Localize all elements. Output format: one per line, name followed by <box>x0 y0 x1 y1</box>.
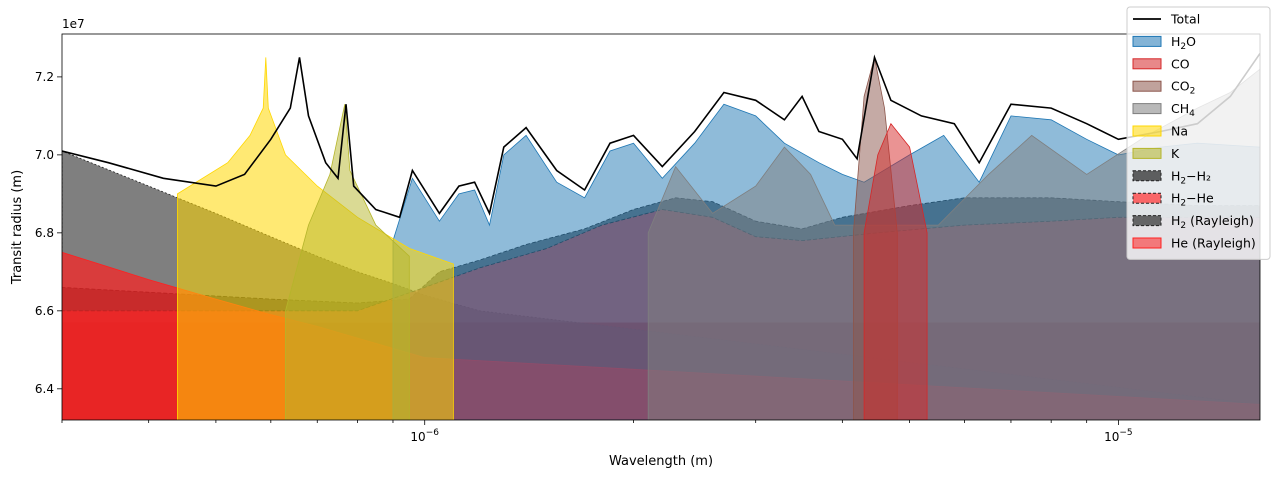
legend-label-co2: CO2 <box>1171 79 1195 97</box>
y-tick-label: 6.4 <box>35 382 54 396</box>
legend: Total H2O CO CO2 CH4 Na K H2−H₂ H2−He H2 (Rayleig… <box>1126 6 1271 260</box>
legend-swatch-h2he <box>1132 192 1162 204</box>
k-area <box>285 104 410 420</box>
legend-swatch-na <box>1132 125 1162 137</box>
total-line <box>62 53 1260 219</box>
y-axis-ticks: 6.4 6.6 6.8 7.0 7.2 <box>35 70 62 396</box>
x-tick-label: 10−6 <box>410 428 439 444</box>
legend-swatch-ch4 <box>1132 103 1162 115</box>
x-tick-label: 10−5 <box>1104 428 1133 444</box>
legend-swatch-h2h2 <box>1132 170 1162 182</box>
legend-label-h2o: H2O <box>1171 34 1196 52</box>
legend-swatch-co2 <box>1132 80 1162 92</box>
legend-label-na: Na <box>1171 124 1188 139</box>
legend-swatch-heray <box>1132 237 1162 249</box>
legend-label-co: CO <box>1171 56 1190 71</box>
y-tick-label: 7.2 <box>35 70 54 84</box>
legend-label-k: K <box>1171 146 1180 161</box>
legend-label-ch4: CH4 <box>1171 101 1195 119</box>
legend-label-heray: He (Rayleigh) <box>1171 236 1256 251</box>
legend-box <box>1126 6 1271 260</box>
legend-swatch-h2o <box>1132 35 1162 47</box>
legend-label-total: Total <box>1170 12 1200 27</box>
y-axis-label: Transit radius (m) <box>10 170 25 285</box>
legend-swatch-k <box>1132 147 1162 159</box>
legend-label-h2h2: H2−H₂ <box>1171 168 1211 186</box>
co-area <box>863 122 928 420</box>
legend-swatch-co <box>1132 58 1162 70</box>
y-tick-label: 6.6 <box>35 304 54 318</box>
series-areas <box>62 53 1260 420</box>
y-tick-label: 6.8 <box>35 226 54 240</box>
legend-label-h2he: H2−He <box>1171 191 1214 209</box>
x-axis-label: Wavelength (m) <box>609 454 713 469</box>
x-axis-ticks: 10−6 10−5 <box>61 420 1133 444</box>
legend-label-h2ray: H2 (Rayleigh) <box>1171 213 1254 231</box>
legend-swatch-h2ray <box>1132 215 1162 227</box>
y-offset-label: 1e7 <box>62 17 85 31</box>
y-tick-label: 7.0 <box>35 148 54 162</box>
